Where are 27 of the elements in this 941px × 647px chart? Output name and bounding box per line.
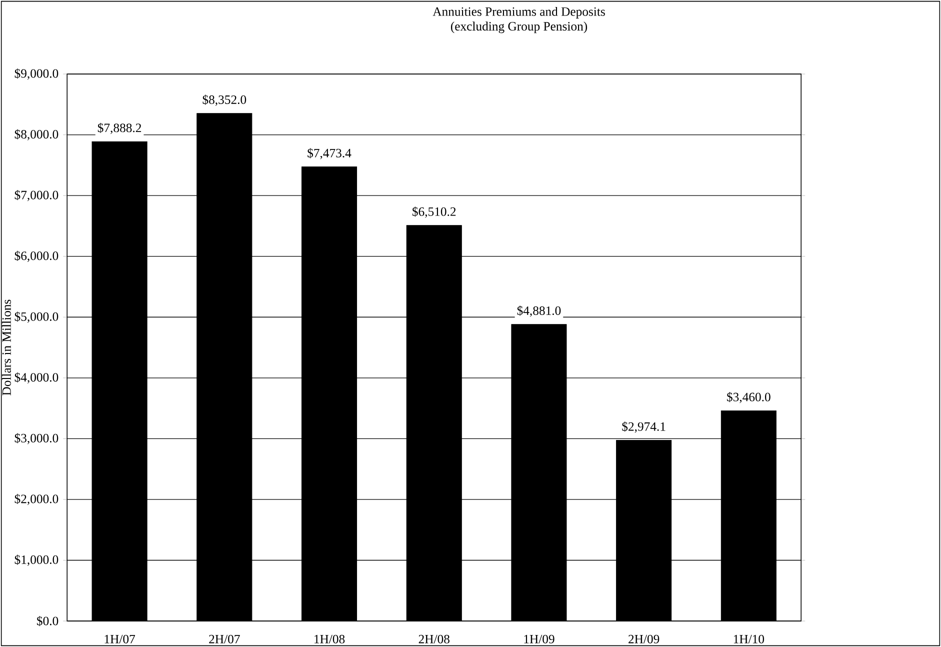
- x-tick-label: 2H/08: [418, 634, 450, 644]
- y-axis-title: Dollars in Millions: [2, 300, 11, 396]
- x-tick-label: 1H/08: [314, 634, 345, 644]
- y-tick-label: $0.0: [37, 616, 58, 626]
- y-tick-label: $9,000.0: [14, 68, 58, 80]
- y-tick-label: $7,000.0: [14, 190, 58, 202]
- chart-title: Annuities Premiums and Deposits: [432, 6, 605, 18]
- y-tick-label: $8,000.0: [14, 129, 58, 140]
- x-tick-label: 1H/07: [104, 634, 136, 644]
- chart-subtitle: (excluding Group Pension): [450, 22, 588, 34]
- x-tick-label: 2H/09: [628, 634, 660, 644]
- data-label: $7,888.2: [98, 122, 142, 134]
- data-label: $3,460.0: [727, 392, 770, 404]
- x-tick-label: 1H/10: [734, 634, 764, 644]
- y-tick-label: $4,000.0: [14, 372, 58, 384]
- x-tick-label: 2H/07: [209, 634, 240, 644]
- y-tick-label: $5,000.0: [14, 312, 58, 323]
- y-tick-label: $2,000.0: [14, 494, 58, 506]
- x-tick-label: 1H/09: [524, 634, 554, 644]
- data-label: $2,974.1: [622, 422, 666, 433]
- y-tick-label: $3,000.0: [14, 433, 58, 444]
- data-label: $8,352.0: [202, 94, 246, 106]
- data-label: $4,881.0: [517, 306, 561, 317]
- data-label: $6,510.2: [412, 206, 456, 218]
- y-tick-label: $6,000.0: [14, 250, 58, 262]
- y-tick-label: $1,000.0: [14, 554, 58, 566]
- data-label: $7,473.4: [308, 148, 352, 160]
